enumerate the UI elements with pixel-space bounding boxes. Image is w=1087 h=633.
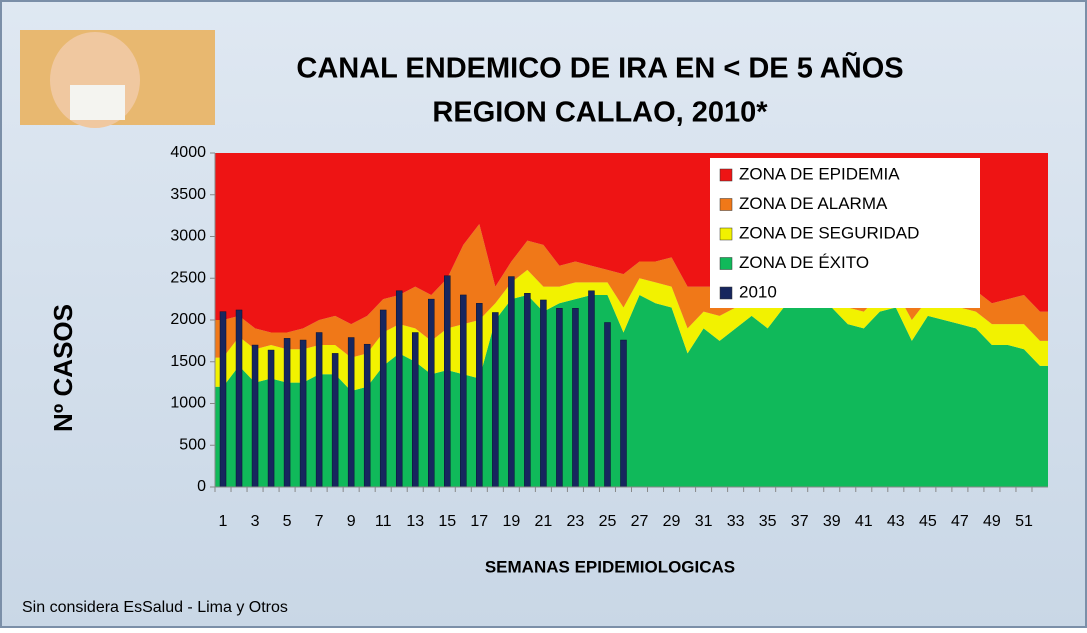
bar [332, 353, 338, 487]
legend-swatch [720, 169, 732, 181]
bar [604, 323, 610, 487]
x-tick-label: 41 [855, 513, 873, 530]
x-tick-label: 39 [823, 513, 841, 530]
bar [492, 312, 498, 487]
x-tick-label: 1 [219, 513, 228, 530]
x-tick-label: 23 [567, 513, 585, 530]
bar [412, 333, 418, 487]
x-tick-label: 25 [599, 513, 617, 530]
bar [620, 340, 626, 487]
y-axis-label: Nº CASOS [48, 304, 78, 432]
legend-label: ZONA DE ALARMA [739, 194, 888, 213]
y-tick-label: 3500 [170, 186, 206, 203]
bar [476, 303, 482, 487]
bar [236, 310, 242, 487]
x-tick-label: 13 [406, 513, 424, 530]
bar [380, 310, 386, 487]
chart-title: CANAL ENDEMICO DE IRA EN < DE 5 AÑOS [296, 51, 903, 85]
bar [348, 338, 354, 487]
bar [300, 340, 306, 487]
bar [556, 308, 562, 487]
bar [364, 344, 370, 487]
photo [20, 30, 215, 128]
x-tick-label: 35 [759, 513, 777, 530]
y-tick-label: 0 [197, 478, 206, 495]
x-tick-label: 15 [438, 513, 456, 530]
bar [268, 350, 274, 487]
bar [316, 333, 322, 487]
chart: CANAL ENDEMICO DE IRA EN < DE 5 AÑOS REG… [0, 0, 1087, 628]
x-tick-label: 51 [1015, 513, 1033, 530]
bar [284, 338, 290, 487]
x-tick-label: 21 [534, 513, 552, 530]
y-tick-label: 4000 [170, 144, 206, 161]
bar [460, 295, 466, 487]
x-tick-label: 19 [502, 513, 520, 530]
bar [396, 291, 402, 487]
x-tick-label: 37 [791, 513, 809, 530]
legend-label: 2010 [739, 282, 777, 301]
x-axis-label: SEMANAS EPIDEMIOLOGICAS [485, 557, 735, 576]
x-tick-label: 33 [727, 513, 745, 530]
x-tick-label: 17 [470, 513, 488, 530]
legend-swatch [720, 258, 732, 270]
bar [220, 312, 226, 487]
legend-swatch [720, 287, 732, 299]
bar [444, 276, 450, 487]
bar [252, 345, 258, 487]
bar [572, 308, 578, 487]
y-tick-label: 2500 [170, 269, 206, 286]
legend-label: ZONA DE ÉXITO [739, 253, 869, 272]
y-tick-label: 2000 [170, 311, 206, 328]
x-tick-label: 27 [631, 513, 649, 530]
x-tick-label: 47 [951, 513, 969, 530]
x-tick-label: 7 [315, 513, 324, 530]
legend-label: ZONA DE EPIDEMIA [739, 164, 900, 183]
chart-title: REGION CALLAO, 2010* [432, 97, 768, 129]
x-tick-label: 49 [983, 513, 1001, 530]
x-tick-label: 45 [919, 513, 937, 530]
x-tick-label: 9 [347, 513, 356, 530]
bar [540, 300, 546, 487]
bar [524, 293, 530, 487]
legend-label: ZONA DE SEGURIDAD [739, 223, 919, 242]
y-tick-label: 3000 [170, 228, 206, 245]
y-tick-label: 500 [179, 436, 206, 453]
y-tick-label: 1500 [170, 353, 206, 370]
x-tick-label: 5 [283, 513, 292, 530]
bar [428, 299, 434, 487]
x-tick-label: 3 [251, 513, 260, 530]
x-tick-label: 31 [695, 513, 713, 530]
x-tick-label: 29 [663, 513, 681, 530]
y-tick-label: 1000 [170, 395, 206, 412]
bar [588, 291, 594, 487]
x-tick-label: 11 [375, 513, 392, 530]
legend-swatch [720, 199, 732, 211]
legend-swatch [720, 228, 732, 240]
legend: ZONA DE EPIDEMIA ZONA DE ALARMA ZONA DE SE… [710, 158, 980, 308]
x-tick-label: 43 [887, 513, 905, 530]
bar [508, 277, 514, 487]
footnote: Sin considera EsSalud - Lima y Otros [22, 599, 288, 616]
